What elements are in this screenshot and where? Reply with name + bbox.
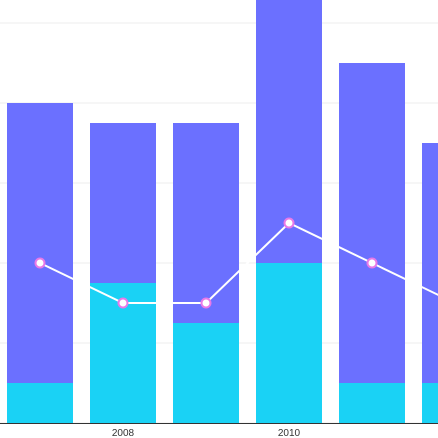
bar-segment-2009-lower — [173, 323, 239, 423]
x-tick-label: 2010 — [278, 428, 301, 438]
line-series — [34, 217, 438, 309]
line-point-2007 — [34, 257, 46, 269]
series-line — [39, 221, 438, 304]
bar-segment-2007-lower — [7, 383, 73, 423]
bar-segment-2007-upper — [7, 103, 73, 383]
bar-segment-2009-upper — [173, 123, 239, 323]
bar-segment-2011-lower — [339, 383, 405, 423]
bar-segment-2012-lower — [422, 383, 438, 423]
x-tick-labels: 2008 2010 — [112, 428, 301, 438]
line-point-2008 — [117, 297, 129, 309]
bar-segment-2008-upper — [90, 123, 156, 283]
bar-segment-2011-upper — [339, 63, 405, 383]
bar-segment-2010-lower — [256, 263, 322, 423]
line-point-2010 — [283, 217, 295, 229]
bar-series — [7, 0, 438, 423]
bar-segment-2012-upper — [422, 143, 438, 383]
line-point-2011 — [366, 257, 378, 269]
x-tick-label: 2008 — [112, 428, 135, 438]
line-point-2009 — [200, 297, 212, 309]
